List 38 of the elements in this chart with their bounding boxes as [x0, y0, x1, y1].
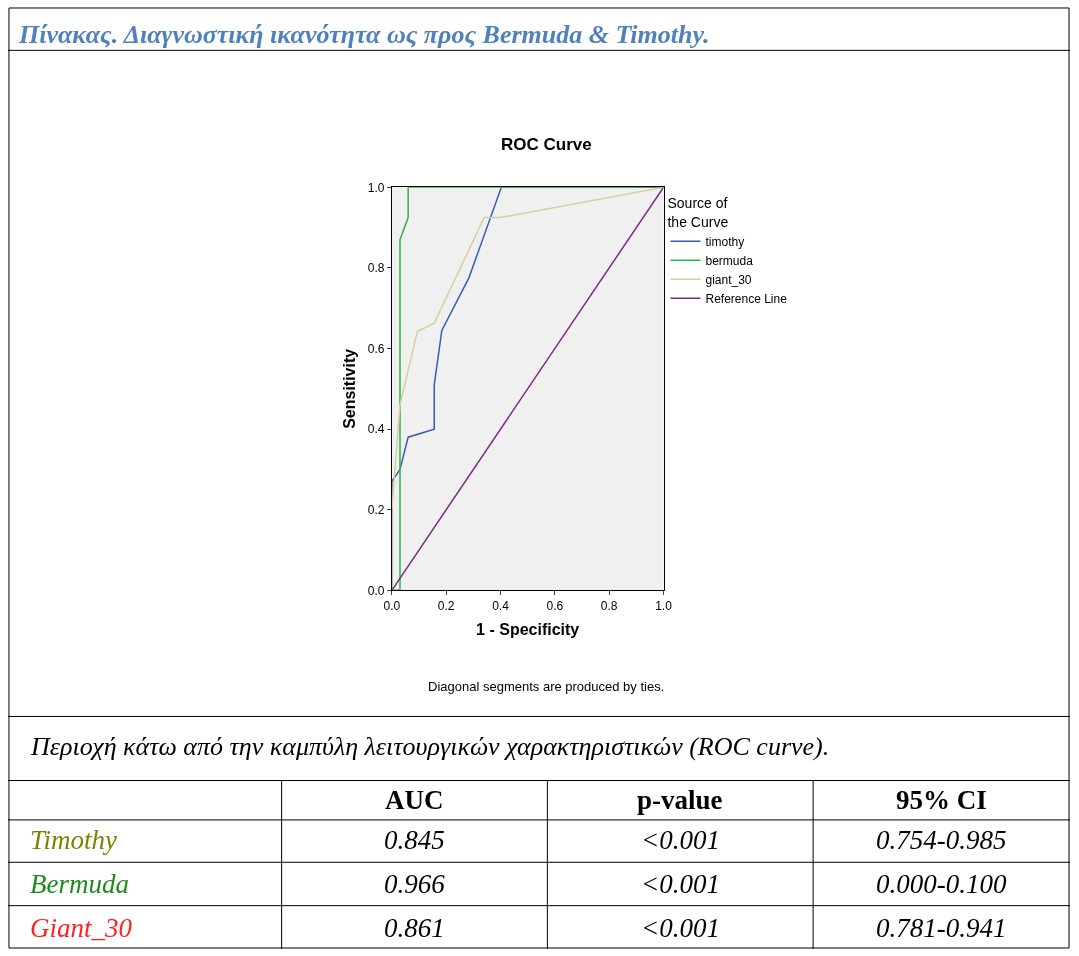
- y-tick-label: 0.4: [367, 422, 385, 437]
- text: 95% CI: [896, 785, 987, 815]
- text: 0.000-0.100: [876, 869, 1007, 899]
- legend-title: Source of the Curve: [667, 195, 729, 230]
- chart-subtitle: ROC Curve: [501, 135, 592, 154]
- text: 0.861: [384, 913, 445, 943]
- y-axis-title: Sensitivity: [340, 348, 358, 429]
- x-tick-label: 0.0: [383, 598, 401, 613]
- y-tick-label: 0.8: [367, 261, 385, 276]
- y-tick-label: 0.6: [367, 341, 385, 356]
- y-tick-label: 1.0: [367, 180, 385, 195]
- text: <0.001: [641, 825, 720, 855]
- legend-label: Reference Line: [705, 291, 788, 306]
- text: <0.001: [641, 869, 720, 899]
- x-tick-label: 0.6: [546, 598, 564, 613]
- text: Timothy: [30, 825, 118, 855]
- x-tick-label: 1.0: [655, 598, 673, 613]
- text: 0.754-0.985: [876, 825, 1007, 855]
- text: Περιοχή κάτω από την καμπύλη λειτουργικών χαρακτηριστικών (ROC curve).: [30, 732, 830, 761]
- legend-label: bermuda: [705, 253, 754, 268]
- x-tick-label: 0.8: [600, 598, 618, 613]
- text: Bermuda: [30, 869, 129, 899]
- text: AUC: [385, 785, 444, 815]
- chart-title: Πίνακας. Διαγνωστική ικανότητα ως προς Bermuda & Timothy.: [18, 20, 710, 49]
- legend-label: giant_30: [705, 272, 752, 287]
- text: p-value: [637, 785, 723, 815]
- x-tick-label: 0.2: [437, 598, 455, 613]
- text: Diagonal segments are produced by ties.: [428, 679, 665, 694]
- y-tick-label: 0.2: [367, 502, 385, 517]
- x-tick-label: 0.4: [492, 598, 510, 613]
- text: 0.845: [384, 825, 445, 855]
- y-tick-label: 0.0: [367, 583, 385, 598]
- x-axis-title: 1 - Specificity: [476, 621, 580, 639]
- text: 0.966: [384, 869, 446, 899]
- text: 0.781-0.941: [876, 913, 1007, 943]
- text: <0.001: [641, 913, 720, 943]
- legend-label: timothy: [705, 234, 745, 249]
- text: Giant_30: [30, 913, 133, 943]
